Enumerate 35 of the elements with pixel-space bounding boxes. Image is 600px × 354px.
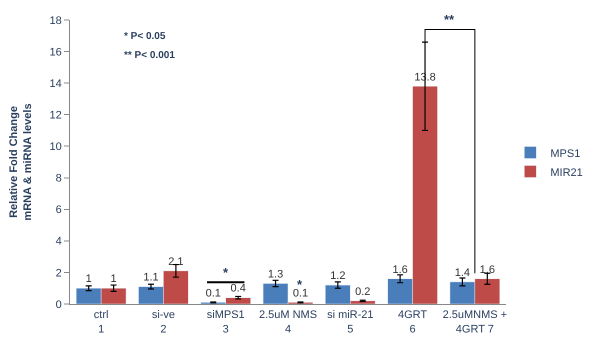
data-label: 1.1: [143, 272, 159, 284]
data-label: 1: [86, 273, 92, 286]
legend-label: MIR21: [550, 166, 583, 179]
x-tick-label: 2.5uMNMS + 4GRT 7: [442, 309, 508, 336]
data-label: 0.1: [206, 287, 221, 300]
x-tick-label: ctrl 1: [94, 309, 108, 336]
data-label: 1.6: [480, 264, 495, 276]
y-tick-label: 16: [50, 46, 62, 58]
y-tick-label: 0: [56, 298, 62, 311]
annotation: **: [444, 12, 456, 27]
y-axis-title: Relative Fold Change mRNA & miRNA levels: [8, 103, 34, 221]
data-label: 0.4: [230, 282, 246, 295]
y-tick-label: 12: [50, 110, 62, 122]
annotation: * P< 0.05: [124, 31, 166, 42]
y-tick-label: 2: [56, 267, 62, 280]
data-label: 1: [110, 273, 117, 286]
annotation: ** P< 0.001: [124, 50, 176, 61]
y-tick-label: 18: [50, 14, 62, 27]
y-tick-label: 6: [56, 204, 62, 216]
data-label: 0.2: [355, 286, 370, 298]
x-tick-label: 2.5uM NMS 4: [258, 309, 318, 336]
y-tick-label: 10: [50, 141, 62, 154]
y-tick-label: 8: [56, 172, 62, 185]
x-tick-label: si-ve 2: [152, 309, 176, 336]
annotation: *: [223, 265, 229, 280]
x-tick-label: si miR-21 5: [327, 309, 374, 336]
y-tick-label: 4: [56, 236, 62, 248]
data-label: 1.2: [330, 270, 346, 282]
legend-label: MPS1: [550, 148, 580, 160]
x-tick-label: siMPS1 3: [206, 309, 245, 336]
y-tick-label: 14: [50, 78, 62, 90]
data-label: 1.6: [392, 264, 408, 276]
x-tick-label: 4GRT 6: [398, 309, 428, 336]
data-label: 1.3: [268, 268, 284, 280]
data-label: 1.4: [454, 266, 470, 279]
